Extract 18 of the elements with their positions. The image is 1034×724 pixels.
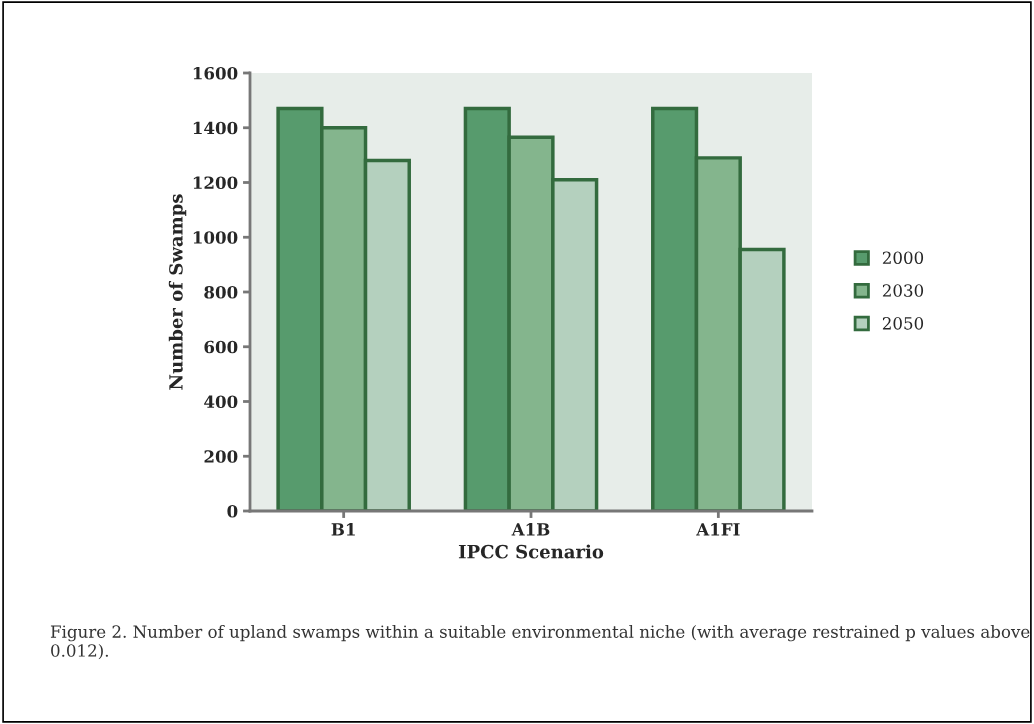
y-tick-label: 1600	[193, 66, 238, 80]
y-tick-label: 1400	[193, 121, 238, 135]
y-axis-title: Number of Swamps	[168, 194, 187, 390]
legend-label: 2030	[882, 284, 924, 297]
x-tick-label: A1B	[511, 523, 550, 536]
caption: Figure 2. Number of upland swamps within a suitable environmental niche (with average restrained p values above 0.012).	[50, 625, 1030, 660]
y-tick-label: 200	[204, 450, 238, 463]
y-tick-label: 1200	[193, 176, 238, 190]
y-tick-label: 0	[227, 504, 238, 518]
legend-label: 2050	[882, 317, 924, 330]
y-tick-label: 800	[204, 285, 238, 299]
x-axis-title: IPCC Scenario	[458, 544, 604, 559]
y-tick-label: 400	[204, 395, 238, 409]
x-tick-label: B1	[331, 523, 355, 536]
y-tick-label: 600	[204, 340, 238, 354]
y-tick-label: 1000	[193, 231, 238, 244]
legend-label: 2000	[882, 251, 924, 265]
x-tick-label: A1FI	[696, 523, 740, 536]
